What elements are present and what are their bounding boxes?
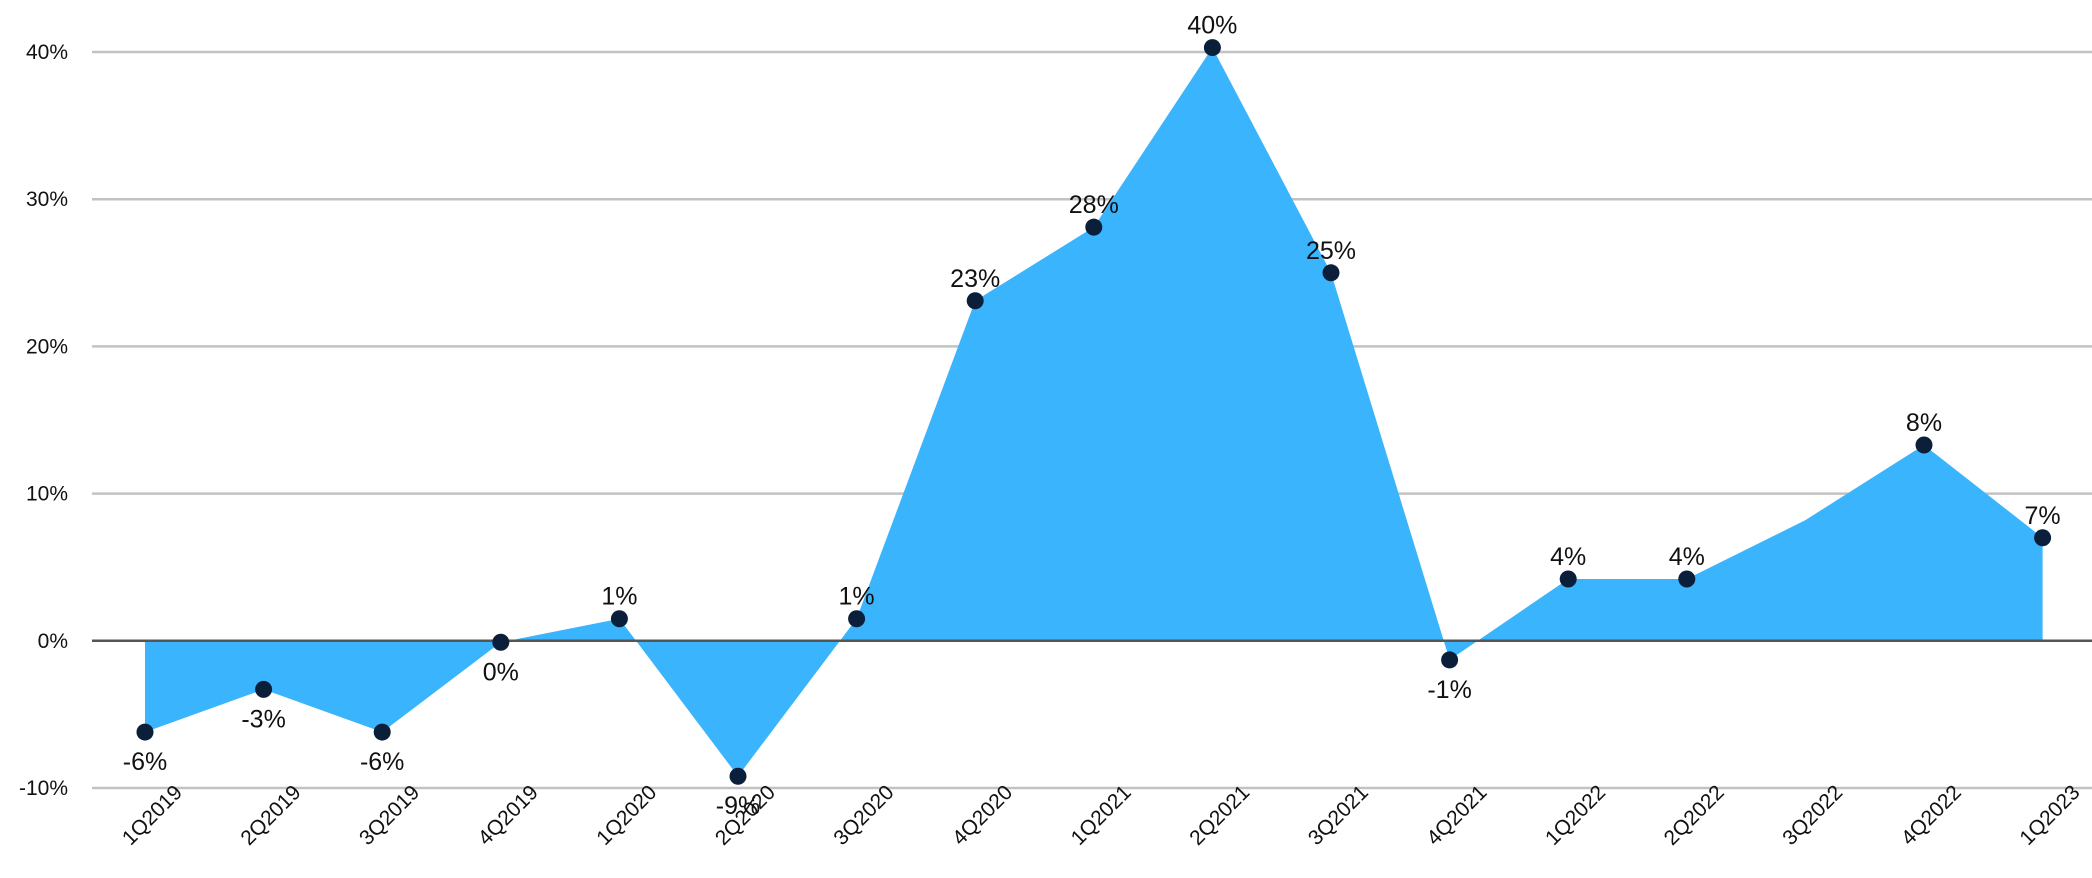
data-point-marker <box>255 680 273 698</box>
data-label: 25% <box>1306 237 1356 265</box>
data-label: 1% <box>839 583 875 611</box>
data-point-marker <box>2034 529 2052 547</box>
data-point-marker <box>1441 651 1459 669</box>
data-label: 4% <box>1550 543 1586 571</box>
data-label: 7% <box>2025 502 2061 530</box>
data-point-marker <box>136 723 154 741</box>
x-tick-label: 1Q2021 <box>1067 781 1136 850</box>
data-label: 8% <box>1906 409 1942 437</box>
x-tick-label: 2Q2019 <box>236 781 305 850</box>
x-tick-label: 1Q2020 <box>592 781 661 850</box>
x-tick-label: 4Q2020 <box>948 781 1017 850</box>
y-tick-label: 10% <box>26 483 68 506</box>
data-label: 40% <box>1187 12 1237 40</box>
x-tick-label: 1Q2023 <box>2015 781 2084 850</box>
y-tick-label: 20% <box>26 335 68 358</box>
area-fill <box>145 47 2043 777</box>
y-axis-tick-labels: 40% 30% 20% 10% 0% -10% <box>19 41 68 800</box>
data-point-marker <box>1085 218 1103 236</box>
x-tick-label: 3Q2020 <box>829 781 898 850</box>
x-tick-label: 3Q2021 <box>1304 781 1373 850</box>
data-label: -9% <box>716 792 760 820</box>
data-label: 1% <box>601 583 637 611</box>
x-tick-label: 4Q2021 <box>1422 781 1491 850</box>
x-tick-label: 4Q2022 <box>1897 781 1966 850</box>
data-label: 0% <box>483 658 519 686</box>
y-tick-label: 30% <box>26 188 68 211</box>
x-axis-tick-labels: 1Q2019 2Q2019 3Q2019 4Q2019 1Q2020 2Q2020 3Q20… <box>118 781 2085 850</box>
data-point-marker <box>1915 436 1933 454</box>
x-tick-label: 1Q2019 <box>118 781 187 850</box>
data-label: -6% <box>123 748 167 776</box>
data-label: 28% <box>1069 191 1119 219</box>
data-label: -3% <box>241 705 285 733</box>
data-point-marker <box>1322 264 1340 282</box>
data-point-marker <box>848 610 866 628</box>
y-tick-label: 0% <box>38 630 68 653</box>
data-points <box>136 39 2052 785</box>
x-tick-label: 3Q2019 <box>355 781 424 850</box>
data-point-marker <box>1559 570 1577 588</box>
x-tick-label: 1Q2022 <box>1541 781 1610 850</box>
x-tick-label: 3Q2022 <box>1778 781 1847 850</box>
data-label: -6% <box>360 748 404 776</box>
data-point-marker <box>492 633 510 651</box>
y-tick-label: -10% <box>19 777 68 800</box>
y-tick-label: 40% <box>26 41 68 64</box>
data-labels: -6% -3% -6% 0% 1% -9% 1% 23% 28% 40% 25% -1% 4% 4% 8% 7… <box>123 12 2061 821</box>
data-point-marker <box>1678 570 1696 588</box>
data-point-marker <box>729 767 747 785</box>
data-label: -1% <box>1427 676 1471 704</box>
data-label: 23% <box>950 265 1000 293</box>
x-tick-label: 2Q2022 <box>1660 781 1729 850</box>
x-tick-label: 2Q2021 <box>1185 781 1254 850</box>
data-label: 4% <box>1669 543 1705 571</box>
x-tick-label: 4Q2019 <box>474 781 543 850</box>
data-point-marker <box>966 292 984 310</box>
data-point-marker <box>373 723 391 741</box>
data-point-marker <box>1203 39 1221 57</box>
area-series <box>145 47 2043 777</box>
data-point-marker <box>610 610 628 628</box>
